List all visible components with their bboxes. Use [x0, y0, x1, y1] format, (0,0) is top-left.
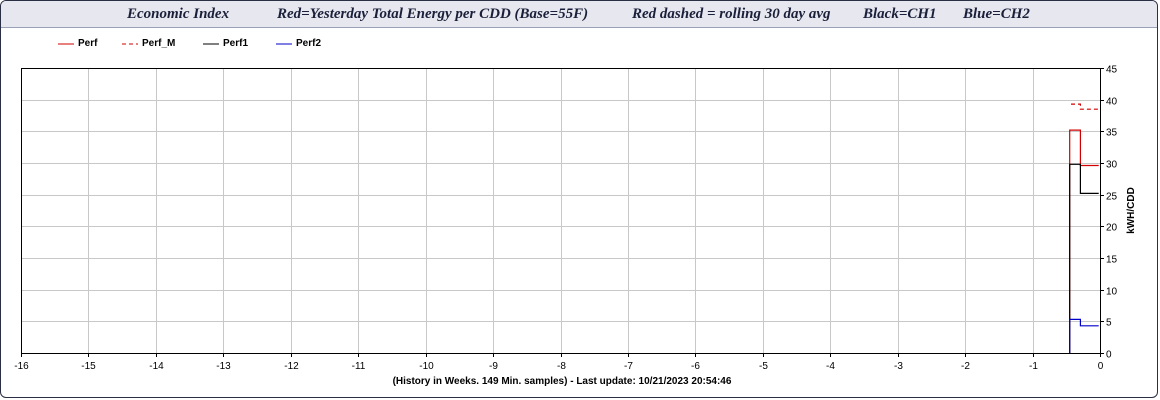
x-tick-label: 0: [1098, 361, 1104, 372]
legend-label-perf-m: Perf_M: [142, 38, 176, 49]
x-tick-label: -13: [216, 361, 231, 372]
y-tick-label: 40: [1106, 97, 1118, 108]
y-tick-label: 30: [1106, 160, 1118, 171]
legend-label-perf2: Perf2: [296, 38, 322, 49]
grid-lines: [21, 68, 1101, 354]
header-red-desc: Red=Yesterday Total Energy per CDD (Base…: [277, 6, 589, 22]
chart-header: Economic Index Red=Yesterday Total Energ…: [1, 1, 1157, 28]
legend-swatch-perf2: [276, 43, 292, 45]
x-axis-caption: (History in Weeks. 149 Min. samples) - L…: [392, 376, 732, 387]
x-tick-label: -15: [81, 361, 96, 372]
series-line-perf2: [1069, 318, 1099, 353]
legend-label-perf: Perf: [78, 38, 98, 49]
x-tick-label: -4: [826, 361, 835, 372]
y-tick-label: 20: [1106, 223, 1118, 234]
x-tick-label: -9: [489, 361, 498, 372]
legend-swatch-perf1: [203, 43, 219, 45]
header-title: Economic Index: [127, 6, 230, 22]
series-lines: [1069, 103, 1099, 353]
y-tick-label: 25: [1106, 192, 1118, 203]
x-tick-label: -1: [1029, 361, 1038, 372]
header-black-desc: Black=CH1: [863, 6, 937, 22]
header-dashed-desc: Red dashed = rolling 30 day avg: [632, 6, 831, 22]
y-tick-label: 5: [1106, 318, 1112, 329]
legend-swatch-perf-m: [122, 43, 138, 45]
x-axis: -16 -15 -14 -13 -12 -11 -10 -9 -8 -7 -6 -5 -4 -3 -2 -1 0: [14, 353, 1104, 372]
legend-label-perf1: Perf1: [223, 38, 249, 49]
x-tick-label: -2: [961, 361, 970, 372]
y-tick-label: 35: [1106, 128, 1118, 139]
x-tick-label: -6: [691, 361, 700, 372]
x-tick-label: -10: [419, 361, 434, 372]
x-tick-label: -11: [352, 361, 366, 372]
header-blue-desc: Blue=CH2: [963, 6, 1030, 22]
x-tick-label: -7: [624, 361, 633, 372]
y-tick-label: 15: [1106, 255, 1118, 266]
series-line-perf1: [1069, 163, 1099, 353]
x-tick-label: -3: [894, 361, 903, 372]
y-axis-label: kWH/CDD: [1126, 187, 1137, 234]
x-tick-label: -8: [557, 361, 566, 372]
y-tick-label: 10: [1106, 287, 1118, 298]
y-tick-label: 45: [1106, 65, 1118, 76]
x-tick-label: -5: [759, 361, 768, 372]
series-line-perf-m: [1071, 103, 1099, 110]
x-tick-label: -12: [284, 361, 299, 372]
legend-swatch-perf: [58, 43, 74, 45]
y-tick-label: 0: [1106, 350, 1112, 361]
x-tick-label: -16: [14, 361, 29, 372]
x-tick-label: -14: [149, 361, 164, 372]
y-axis: 0 5 10 15 20 25 30 35 40 45: [1100, 65, 1118, 361]
